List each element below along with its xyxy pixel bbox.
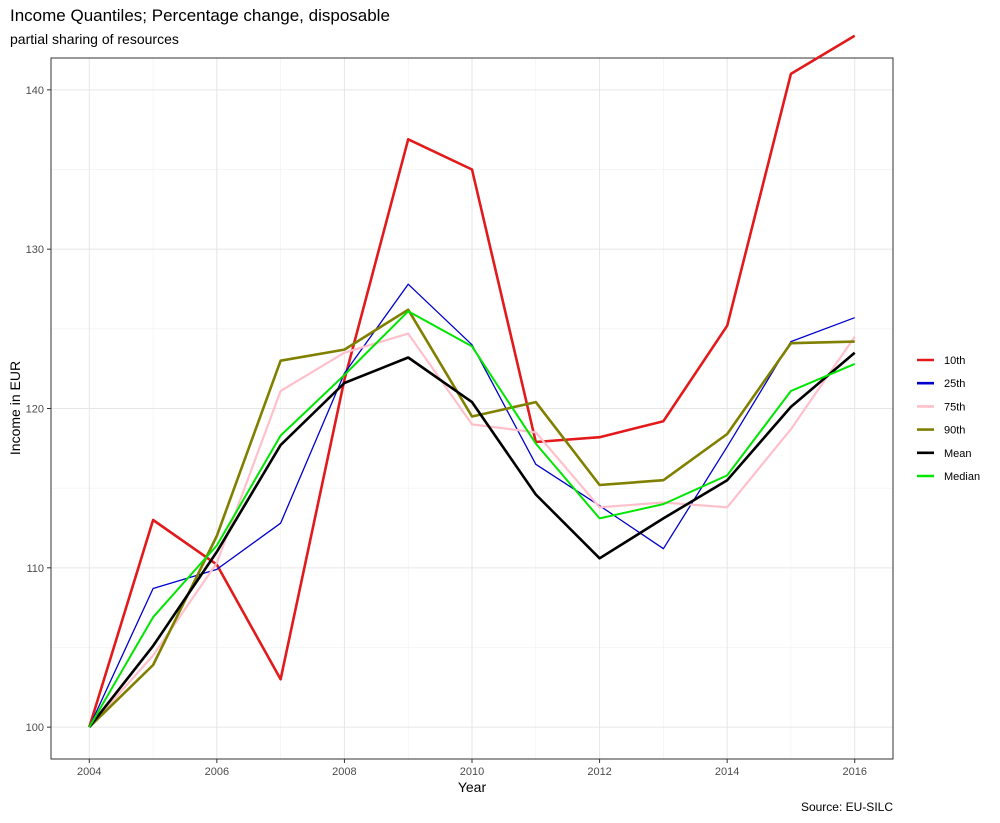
y-axis-ticks: 100 110 120 130 140 [26,85,51,734]
y-tick-label: 140 [26,85,44,97]
x-tick-label: 2012 [587,766,611,778]
x-tick-label: 2016 [842,766,866,778]
legend-label-25th: 25th [944,378,965,390]
x-tick-label: 2006 [205,766,229,778]
grid-lines [51,58,893,759]
x-tick-label: 2014 [715,766,739,778]
series-lines [88,34,856,729]
series-line-75th [88,332,856,728]
series-line-25th [88,283,855,728]
y-tick-label: 110 [26,563,44,575]
y-axis-title: Income in EUR [7,361,23,455]
legend: 10th 25th 75th 90th Mean Median [917,355,980,483]
source-caption: Source: EU-SILC [800,800,893,814]
y-tick-label: 120 [26,404,44,416]
series-line-90th [88,308,855,729]
legend-label-median: Median [944,471,980,483]
x-tick-label: 2004 [77,766,101,778]
x-tick-label: 2010 [460,766,484,778]
legend-label-90th: 90th [944,425,965,437]
legend-label-mean: Mean [944,448,972,460]
chart-title: Income Quantiles; Percentage change, dis… [10,6,390,25]
series-line-median [88,310,856,728]
y-tick-label: 100 [26,722,44,734]
x-axis-ticks: 2004 2006 2008 2010 2012 2014 2016 [77,759,867,778]
series-line-mean [88,351,856,728]
chart-subtitle: partial sharing of resources [10,31,179,47]
y-tick-label: 130 [26,244,44,256]
legend-label-75th: 75th [944,401,965,413]
legend-label-10th: 10th [944,355,965,367]
x-axis-title: Year [458,779,487,795]
x-tick-label: 2008 [332,766,356,778]
